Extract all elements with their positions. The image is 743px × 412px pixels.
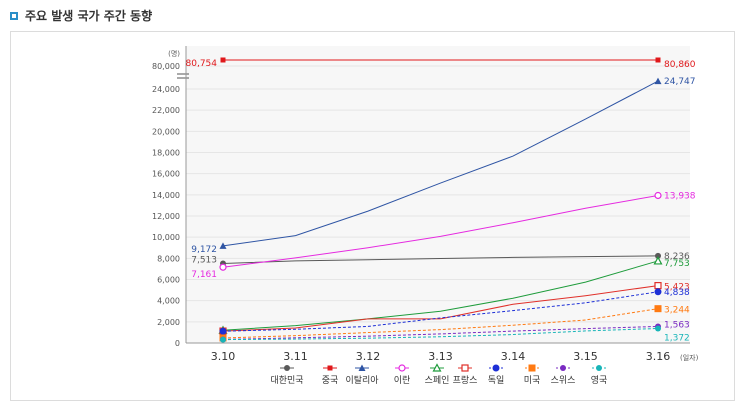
x-tick-label: 3.16 — [646, 350, 671, 363]
series-line-대한민국 — [222, 255, 659, 264]
y-tick-label: 18,000 — [152, 149, 180, 158]
series-end-marker — [654, 77, 662, 85]
legend-marker — [398, 364, 406, 372]
legend-label: 독일 — [488, 375, 505, 386]
x-tick-label: 3.13 — [428, 350, 453, 363]
y-tick-label: 4,000 — [157, 297, 180, 306]
x-tick-label: 3.14 — [501, 350, 526, 363]
series-line-이탈리아 — [222, 80, 659, 247]
x-axis-unit: (일자) — [680, 353, 699, 362]
end-data-label: 13,938 — [664, 191, 696, 201]
legend-marker — [596, 365, 602, 371]
end-data-label: 1,563 — [664, 320, 690, 330]
legend-marker — [492, 364, 500, 372]
y-tick-label: 20,000 — [152, 127, 180, 136]
series-start-marker — [219, 263, 227, 271]
legend-marker — [432, 363, 442, 372]
chart-panel — [10, 31, 735, 401]
y-tick-label: 12,000 — [152, 212, 180, 221]
y-tick-label: 80,000 — [152, 62, 180, 71]
end-data-label: 5,423 — [664, 283, 690, 293]
end-data-label: 80,860 — [664, 60, 696, 70]
series-start-marker — [220, 57, 226, 63]
series-start-marker — [219, 327, 227, 335]
legend-marker — [560, 365, 566, 371]
y-tick-label: 10,000 — [152, 233, 180, 242]
y-tick-label: 2,000 — [157, 318, 180, 327]
y-tick-label: 16,000 — [152, 170, 180, 179]
y-tick-label: 6,000 — [157, 276, 180, 285]
legend-marker — [528, 364, 536, 372]
series-start-marker — [220, 336, 226, 343]
title-square-icon — [10, 11, 18, 20]
end-data-label: 8,236 — [664, 252, 690, 262]
legend-label: 스위스 — [551, 375, 576, 386]
x-tick-label: 3.15 — [573, 350, 598, 363]
x-tick-label: 3.11 — [283, 350, 308, 363]
series-end-marker — [653, 256, 663, 265]
y-tick-label: 14,000 — [152, 191, 180, 200]
end-data-label: 7,753 — [664, 259, 690, 269]
series-end-marker — [655, 57, 661, 63]
series-end-marker — [654, 282, 662, 290]
y-tick-label: 0 — [175, 339, 180, 348]
section-title-text: 주요 발생 국가 주간 동향 — [25, 9, 153, 23]
legend-label: 이탈리아 — [345, 375, 379, 386]
series-start-marker — [219, 242, 227, 249]
series-end-marker — [655, 325, 661, 332]
start-data-label: 7,513 — [191, 255, 217, 265]
legend-label: 대한민국 — [270, 375, 303, 386]
end-data-label: 4,838 — [664, 288, 690, 298]
y-tick-label: 24,000 — [152, 85, 180, 94]
legend-marker — [327, 365, 333, 371]
legend-marker — [358, 364, 366, 371]
series-end-marker — [654, 191, 662, 200]
end-data-label: 24,747 — [664, 77, 696, 87]
series-end-marker — [654, 288, 662, 296]
series-line-미국 — [222, 308, 659, 339]
y-axis-unit: (명) — [168, 49, 180, 58]
x-tick-label: 3.10 — [211, 350, 236, 363]
series-line-영국 — [222, 327, 659, 341]
start-data-label: 9,172 — [191, 245, 217, 255]
legend-label: 스페인 — [425, 375, 450, 386]
y-tick-label: 8,000 — [157, 254, 180, 263]
legend-label: 프랑스 — [453, 374, 478, 386]
series-line-스위스 — [222, 325, 659, 340]
legend-label: 영국 — [591, 375, 608, 386]
series-line-프랑스 — [222, 285, 659, 332]
legend-marker — [284, 365, 290, 371]
start-data-label: 80,754 — [186, 59, 218, 69]
series-line-이란 — [222, 194, 659, 268]
end-data-label: 3,244 — [664, 306, 690, 316]
legend-label: 미국 — [524, 375, 541, 386]
end-data-label: 1,372 — [664, 333, 690, 343]
start-data-label: 7,161 — [191, 270, 217, 280]
legend-label: 중국 — [322, 375, 339, 386]
series-end-marker — [654, 305, 662, 313]
x-tick-label: 3.12 — [356, 350, 381, 363]
series-line-독일 — [222, 291, 659, 332]
section-title: 주요 발생 국가 주간 동향 — [10, 7, 152, 24]
legend-label: 이란 — [394, 374, 411, 386]
legend-marker — [461, 364, 469, 372]
series-end-marker — [655, 252, 661, 259]
y-tick-label: 22,000 — [152, 106, 180, 115]
series-line-스페인 — [222, 260, 659, 331]
